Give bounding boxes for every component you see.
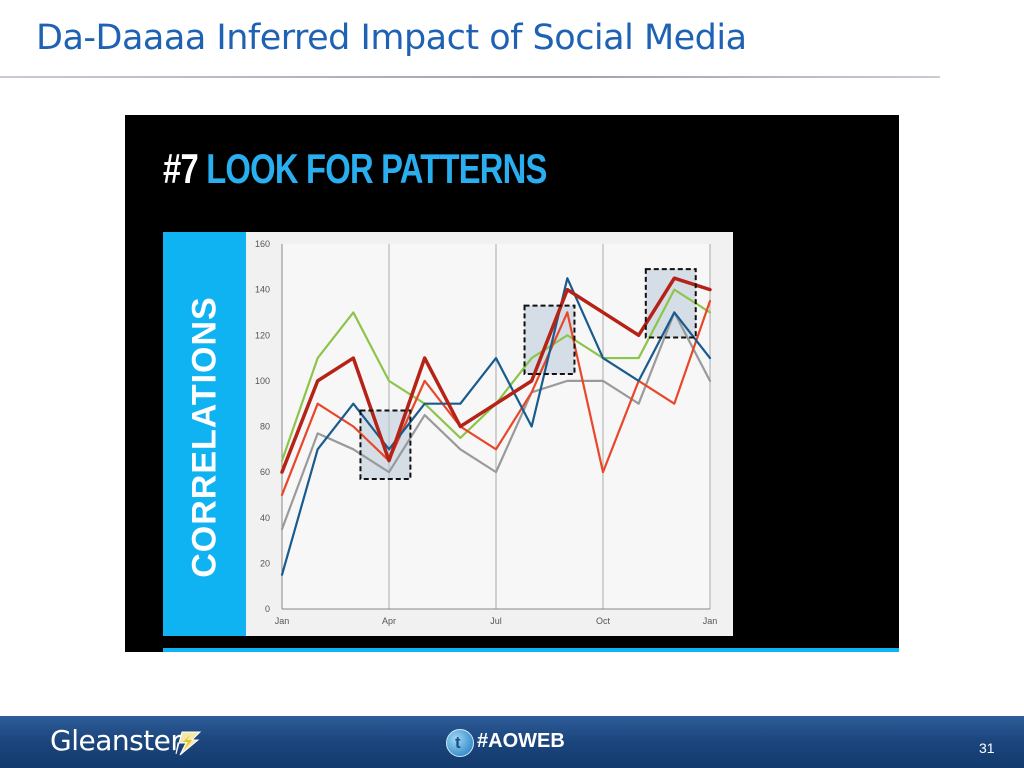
y-tick-label: 160: [255, 239, 270, 249]
highlight-box-border: [523, 304, 576, 376]
line-chart: 0 20 40 60 80 100 120 140 160 Jan Apr Jul Oct Jan: [255, 239, 718, 626]
page-number: 31: [979, 740, 995, 756]
y-tick-label: 20: [260, 558, 270, 568]
hashtag-label: #AOWEB: [477, 730, 565, 752]
side-panel: CORRELATIONS: [163, 232, 246, 636]
series-line-5: [280, 276, 712, 474]
highlight-box-fill: [645, 269, 696, 338]
screenshot-heading: #7 LOOK FOR PATTERNS: [163, 145, 547, 193]
highlight-box-border: [359, 409, 412, 480]
heading-number: #7: [163, 145, 199, 192]
bottom-strip: [163, 648, 899, 652]
footer-bar: Gleanster t #AOWEB 31: [0, 716, 1024, 768]
y-tick-label: 60: [260, 467, 270, 477]
x-tick-label: Apr: [382, 616, 396, 626]
y-tick-label: 0: [265, 604, 270, 614]
y-tick-label: 80: [260, 422, 270, 432]
lightning-bolt-icon: [175, 731, 202, 756]
side-label: CORRELATIONS: [185, 296, 224, 578]
slide-title: Da-Daaaa Inferred Impact of Social Media: [36, 18, 747, 58]
series-line-4: [280, 277, 712, 576]
chart-plot-area: 0 20 40 60 80 100 120 140 160 Jan Apr Jul Oct Jan: [246, 232, 733, 636]
y-tick-label: 40: [260, 513, 270, 523]
gleanster-logo: Gleanster: [50, 724, 182, 757]
twitter-icon: t: [446, 729, 474, 757]
embedded-slide-screenshot: #7 LOOK FOR PATTERNS CORRELATIONS 0 20 40 6…: [125, 115, 899, 652]
x-tick-label: Oct: [596, 616, 611, 626]
highlight-box-border: [644, 268, 697, 339]
series-line-2: [280, 311, 712, 531]
y-tick-label: 140: [255, 285, 270, 295]
x-tick-label: Jan: [703, 616, 718, 626]
title-divider: [0, 76, 940, 78]
y-tick-label: 120: [255, 330, 270, 340]
heading-text: LOOK FOR PATTERNS: [206, 145, 547, 192]
x-tick-label: Jan: [275, 616, 290, 626]
x-tick-label: Jul: [490, 616, 502, 626]
y-tick-label: 100: [255, 376, 270, 386]
